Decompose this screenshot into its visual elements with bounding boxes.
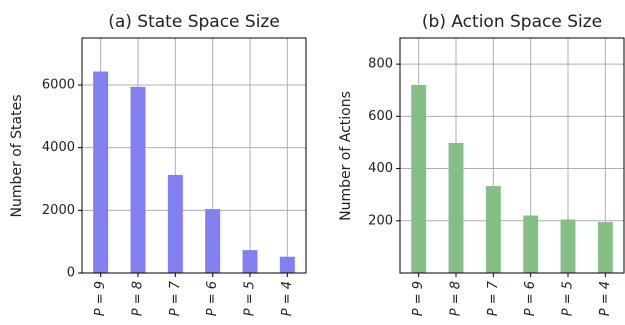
- y-tick-label: 800: [368, 57, 393, 72]
- y-tick-label: 4000: [42, 140, 75, 155]
- bar: [448, 142, 464, 273]
- x-tick-label: P = 8: [131, 281, 146, 316]
- bar: [485, 186, 501, 273]
- bar: [93, 71, 109, 273]
- x-tick-label: P = 5: [243, 281, 258, 316]
- grid: [400, 38, 624, 273]
- x-tick-label: P = 7: [168, 280, 183, 316]
- chart-title: (a) State Space Size: [108, 12, 280, 32]
- x-tick-label: P = 4: [280, 281, 295, 316]
- y-axis-label: Number of States: [9, 95, 25, 218]
- bar: [205, 209, 221, 273]
- y-tick-label: 600: [368, 109, 393, 124]
- bar: [167, 174, 183, 273]
- y-tick-label: 2000: [42, 203, 75, 218]
- x-tick-label: P = 6: [205, 281, 220, 316]
- y-tick-label: 400: [368, 161, 393, 176]
- grid: [82, 38, 306, 274]
- bar: [411, 85, 427, 273]
- ticks: P = 9 P = 8 P = 7 P = 6 P = 5 P = 4 0 2000 4000 6…: [42, 78, 295, 317]
- bar: [279, 256, 295, 273]
- action-space-chart: (b) Action Space Size Number of Actions …: [338, 12, 625, 317]
- bar: [242, 250, 258, 273]
- x-tick-label: P = 9: [93, 281, 108, 316]
- x-tick-label: P = 5: [561, 281, 576, 316]
- x-tick-label: P = 7: [486, 280, 501, 316]
- x-tick-label: P = 8: [449, 281, 464, 316]
- x-tick-label: P = 4: [598, 281, 613, 316]
- plot-frame: [399, 37, 625, 274]
- bar: [523, 215, 539, 273]
- bar: [560, 219, 576, 273]
- y-tick-label: 6000: [42, 78, 75, 93]
- bars: [93, 71, 295, 273]
- y-tick-label: 200: [368, 213, 393, 228]
- bars: [411, 85, 613, 273]
- chart-title: (b) Action Space Size: [422, 12, 602, 32]
- y-axis-label: Number of Actions: [338, 91, 354, 221]
- plot-frame: [81, 37, 307, 274]
- state-space-chart: (a) State Space Size Number of States P …: [9, 12, 307, 317]
- x-tick-label: P = 9: [411, 281, 426, 316]
- bar: [130, 86, 146, 273]
- x-tick-label: P = 6: [523, 281, 538, 316]
- ticks: P = 9 P = 8 P = 7 P = 6 P = 5 P = 4 200 400 600 8…: [368, 57, 613, 317]
- y-tick-label: 0: [67, 266, 75, 281]
- bar: [597, 222, 613, 273]
